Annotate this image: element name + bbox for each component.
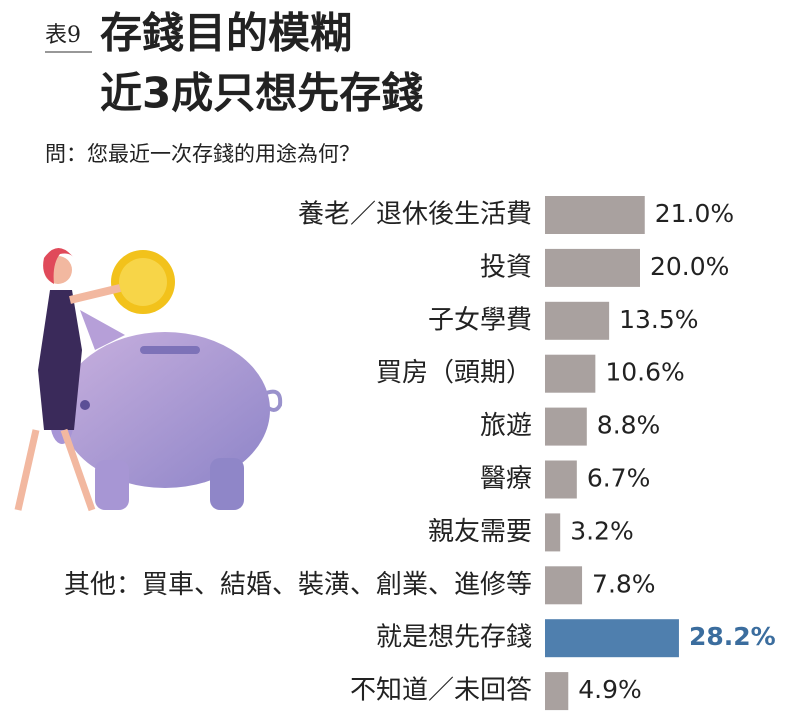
value-label: 21.0% — [655, 199, 734, 228]
value-label: 7.8% — [592, 569, 656, 598]
value-label: 28.2% — [689, 622, 776, 651]
category-label: 就是想先存錢 — [376, 623, 532, 653]
category-label: 醫療 — [480, 464, 532, 494]
category-label: 投資 — [480, 252, 532, 282]
value-label: 20.0% — [650, 252, 729, 281]
bar — [545, 672, 569, 711]
bar — [545, 566, 583, 605]
value-label: 13.5% — [619, 305, 698, 334]
illustration — [14, 248, 283, 512]
bar — [545, 301, 610, 340]
category-label: 不知道／未回答 — [350, 676, 532, 706]
bar — [545, 407, 587, 446]
bar — [545, 354, 596, 393]
table-label: 表9 — [45, 23, 81, 48]
title-line: 存錢目的模糊 — [100, 9, 352, 58]
category-label: 親友需要 — [428, 517, 532, 547]
bar — [545, 619, 679, 658]
value-label: 4.9% — [578, 675, 642, 704]
subtitle: 問：您最近一次存錢的用途為何？ — [45, 142, 360, 166]
value-label: 8.8% — [597, 411, 661, 440]
bar — [545, 248, 640, 287]
value-label: 3.2% — [570, 516, 634, 545]
category-label: 其他：買車、結婚、裝潢、創業、進修等 — [64, 570, 532, 600]
category-label: 子女學費 — [428, 305, 532, 335]
category-label: 旅遊 — [480, 411, 532, 441]
category-label: 買房（頭期） — [376, 358, 532, 388]
category-label: 養老／退休後生活費 — [298, 200, 532, 230]
value-label: 10.6% — [605, 358, 684, 387]
bar — [545, 460, 577, 499]
bar — [545, 196, 645, 234]
title-line: 近3成只想先存錢 — [100, 69, 423, 118]
value-label: 6.7% — [587, 464, 651, 493]
bar — [545, 513, 561, 552]
